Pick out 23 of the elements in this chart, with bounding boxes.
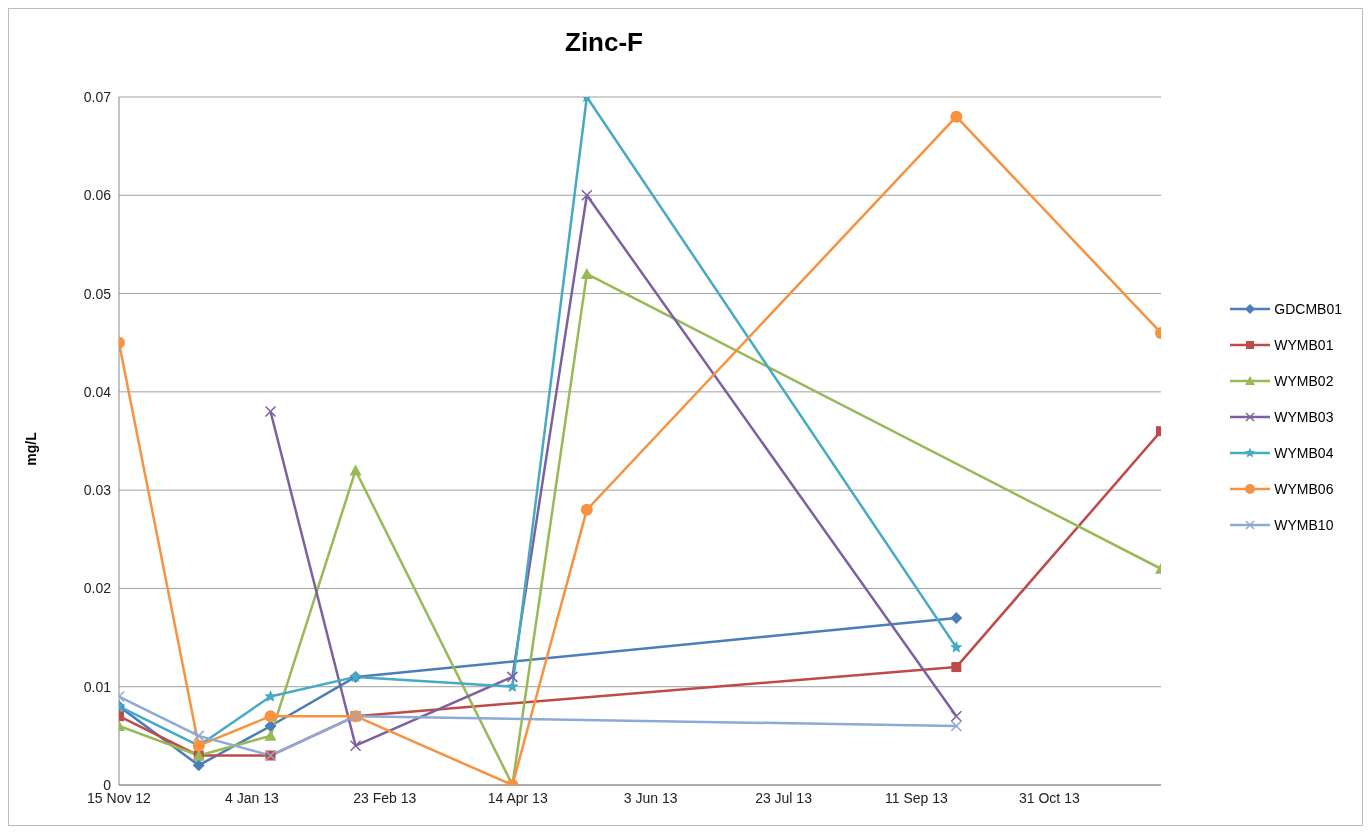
- x-tick-label: 11 Sep 13: [885, 789, 949, 806]
- legend-label: WYMB02: [1274, 373, 1334, 389]
- y-tick-label: 0.01: [83, 678, 112, 695]
- y-tick-label: 0.04: [83, 383, 112, 400]
- chart-title: Zinc-F: [564, 27, 644, 58]
- legend-label: WYMB06: [1274, 481, 1334, 497]
- y-tick-label: 0.03: [83, 482, 112, 499]
- x-tick-label: 4 Jan 13: [225, 789, 279, 806]
- y-tick-label: 0.02: [83, 580, 112, 597]
- legend-label: WYMB10: [1274, 517, 1334, 533]
- x-tick-label: 23 Feb 13: [353, 789, 417, 806]
- y-tick-label: 0.05: [83, 285, 112, 302]
- legend-label: WYMB04: [1274, 445, 1334, 461]
- y-tick-label: 0.06: [83, 187, 112, 204]
- x-tick-label: 23 Jul 13: [755, 789, 813, 806]
- y-tick-label: 0.07: [83, 88, 112, 105]
- x-tick-label: 3 Jun 13: [623, 789, 678, 806]
- x-tick-label: 14 Apr 13: [487, 789, 548, 806]
- x-tick-label: 31 Oct 13: [1019, 789, 1080, 806]
- legend-label: WYMB03: [1274, 409, 1334, 425]
- legend-label: GDCMB01: [1274, 301, 1342, 317]
- legend-label: WYMB01: [1274, 337, 1334, 353]
- y-axis-title: mg/L: [23, 432, 39, 466]
